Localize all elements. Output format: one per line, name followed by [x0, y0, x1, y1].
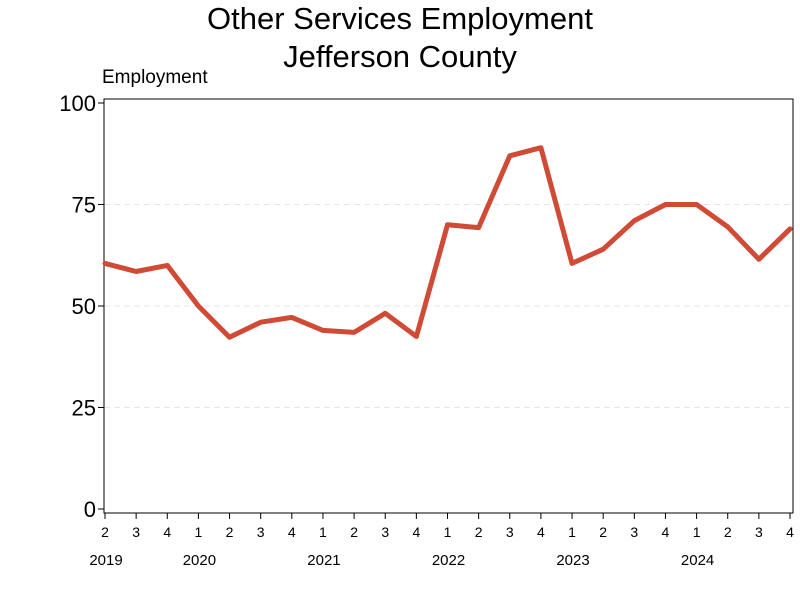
year-label: 2023 [556, 552, 589, 569]
chart-subtitle: Jefferson County [283, 39, 517, 74]
x-tick-label: 3 [755, 524, 763, 540]
x-tick-label: 4 [163, 524, 171, 540]
x-tick-label: 3 [630, 524, 638, 540]
x-tick-label: 3 [506, 524, 514, 540]
x-tick-label: 2 [101, 524, 109, 540]
x-tick-label: 4 [786, 524, 794, 540]
y-tick-label: 75 [72, 193, 96, 218]
x-tick-label: 1 [444, 524, 452, 540]
chart-title: Other Services Employment [207, 1, 593, 36]
y-tick-label: 100 [59, 91, 96, 116]
x-tick-label: 3 [132, 524, 140, 540]
x-tick-label: 2 [226, 524, 234, 540]
year-label: 2024 [681, 552, 714, 569]
year-label: 2021 [307, 552, 340, 569]
y-tick-label: 50 [72, 294, 96, 319]
year-label: 2022 [432, 552, 465, 569]
x-tick-label: 4 [288, 524, 296, 540]
y-tick-label: 0 [84, 497, 96, 522]
x-tick-label: 2 [599, 524, 607, 540]
y-axis-label: Employment [102, 67, 208, 88]
x-tick-label: 4 [412, 524, 420, 540]
x-tick-label: 4 [537, 524, 545, 540]
x-tick-label: 3 [257, 524, 265, 540]
x-tick-label: 1 [195, 524, 203, 540]
year-label: 2019 [89, 552, 122, 569]
x-tick-label: 2 [350, 524, 358, 540]
gridlines [104, 204, 793, 408]
x-tick-label: 2 [724, 524, 732, 540]
x-tick-label: 1 [693, 524, 701, 540]
y-axis: 0 25 50 75 100 [59, 91, 104, 522]
series-line [102, 145, 793, 340]
year-label: 2020 [183, 552, 216, 569]
x-tick-label: 3 [381, 524, 389, 540]
x-tick-label: 1 [568, 524, 576, 540]
y-tick-label: 25 [72, 396, 96, 421]
x-tick-label: 1 [319, 524, 327, 540]
x-tick-label: 2 [475, 524, 483, 540]
series-group [102, 145, 793, 340]
x-axis: 2 3 4 1 2 3 4 1 2 3 4 1 2 3 4 1 2 3 4 1 2 3 4 2019 2020 2021 2022 2… [89, 513, 794, 569]
x-tick-label: 4 [662, 524, 670, 540]
